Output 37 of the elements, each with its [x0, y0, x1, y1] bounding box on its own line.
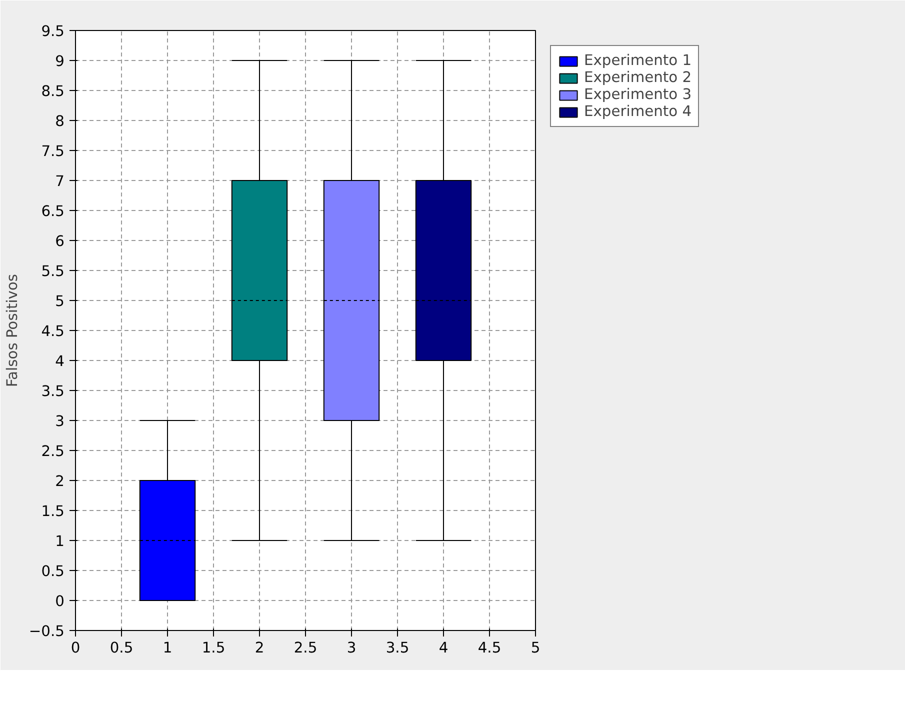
y-tick-label: 4.5 — [41, 323, 65, 340]
x-tick-label: 2.5 — [294, 640, 318, 656]
x-tick-label: 1.5 — [202, 640, 226, 656]
y-tick-label: 1 — [55, 533, 65, 550]
y-tick-label: 9 — [55, 53, 65, 70]
y-tick-label: 7 — [55, 173, 65, 190]
y-tick-label: 8 — [55, 113, 65, 130]
x-tick-label: 0 — [70, 640, 80, 656]
y-tick-label: 9.5 — [41, 23, 65, 40]
legend-label: Experimento 4 — [584, 103, 692, 120]
y-tick-label: 0.5 — [41, 563, 65, 580]
y-tick-label: 5 — [55, 293, 65, 310]
legend-label: Experimento 3 — [584, 86, 692, 103]
legend-label: Experimento 1 — [584, 52, 692, 69]
y-tick-label: 5.5 — [41, 263, 65, 280]
x-tick-label: 1 — [162, 640, 172, 656]
x-tick-label: 5 — [530, 640, 540, 656]
x-tick-label: 4 — [438, 640, 448, 656]
y-tick-label: −0.5 — [28, 623, 65, 640]
legend-label: Experimento 2 — [584, 69, 692, 86]
y-tick-label: 0 — [55, 593, 65, 610]
y-tick-label: 8.5 — [41, 83, 65, 100]
y-tick-label: 2 — [55, 473, 65, 490]
y-tick-label: 6 — [55, 233, 65, 250]
x-tick-label: 2 — [254, 640, 264, 656]
y-tick-label: 1.5 — [41, 503, 65, 520]
y-tick-label: 3 — [55, 413, 65, 430]
x-tick-label: 4.5 — [478, 640, 502, 656]
x-tick-label: 0.5 — [110, 640, 134, 656]
y-tick-label: 2.5 — [41, 443, 65, 460]
y-axis-title: Falsos Positivos — [4, 274, 21, 388]
y-tick-label: 6.5 — [41, 203, 65, 220]
y-tick-label: 4 — [55, 353, 65, 370]
x-tick-label: 3.5 — [386, 640, 410, 656]
y-tick-label: 7.5 — [41, 143, 65, 160]
y-tick-label: 3.5 — [41, 383, 65, 400]
x-tick-label: 3 — [346, 640, 356, 656]
